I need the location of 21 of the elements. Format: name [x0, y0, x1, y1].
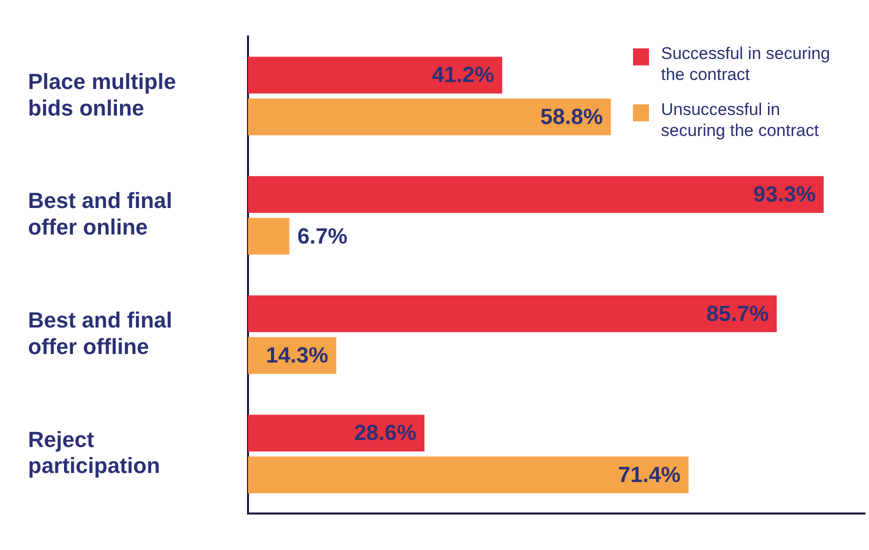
bar: [248, 56, 502, 94]
data-label: 85.7%: [706, 300, 769, 326]
y-tick-label: Best and final offer online: [28, 188, 172, 240]
y-tick-label: Place multiple bids online: [28, 68, 176, 120]
bar: [248, 414, 424, 452]
data-label: 93.3%: [753, 182, 816, 207]
bar: [248, 456, 689, 494]
y-tick-label: Reject participation: [28, 426, 160, 478]
data-label: 14.3%: [266, 342, 328, 368]
bar: [248, 295, 777, 332]
bar: [248, 98, 611, 136]
bar: [248, 176, 824, 213]
legend-label: Unsuccessful in securing the contract: [661, 100, 820, 140]
data-label: 28.6%: [354, 420, 416, 446]
legend-label: Successful in securing the contract: [661, 44, 830, 84]
data-label: 71.4%: [618, 462, 681, 487]
y-tick-label: Best and final offer offline: [28, 308, 172, 359]
bar: [248, 218, 290, 255]
data-label: 6.7%: [297, 223, 348, 248]
data-label: 41.2%: [432, 62, 494, 88]
data-label: 58.8%: [540, 104, 603, 129]
